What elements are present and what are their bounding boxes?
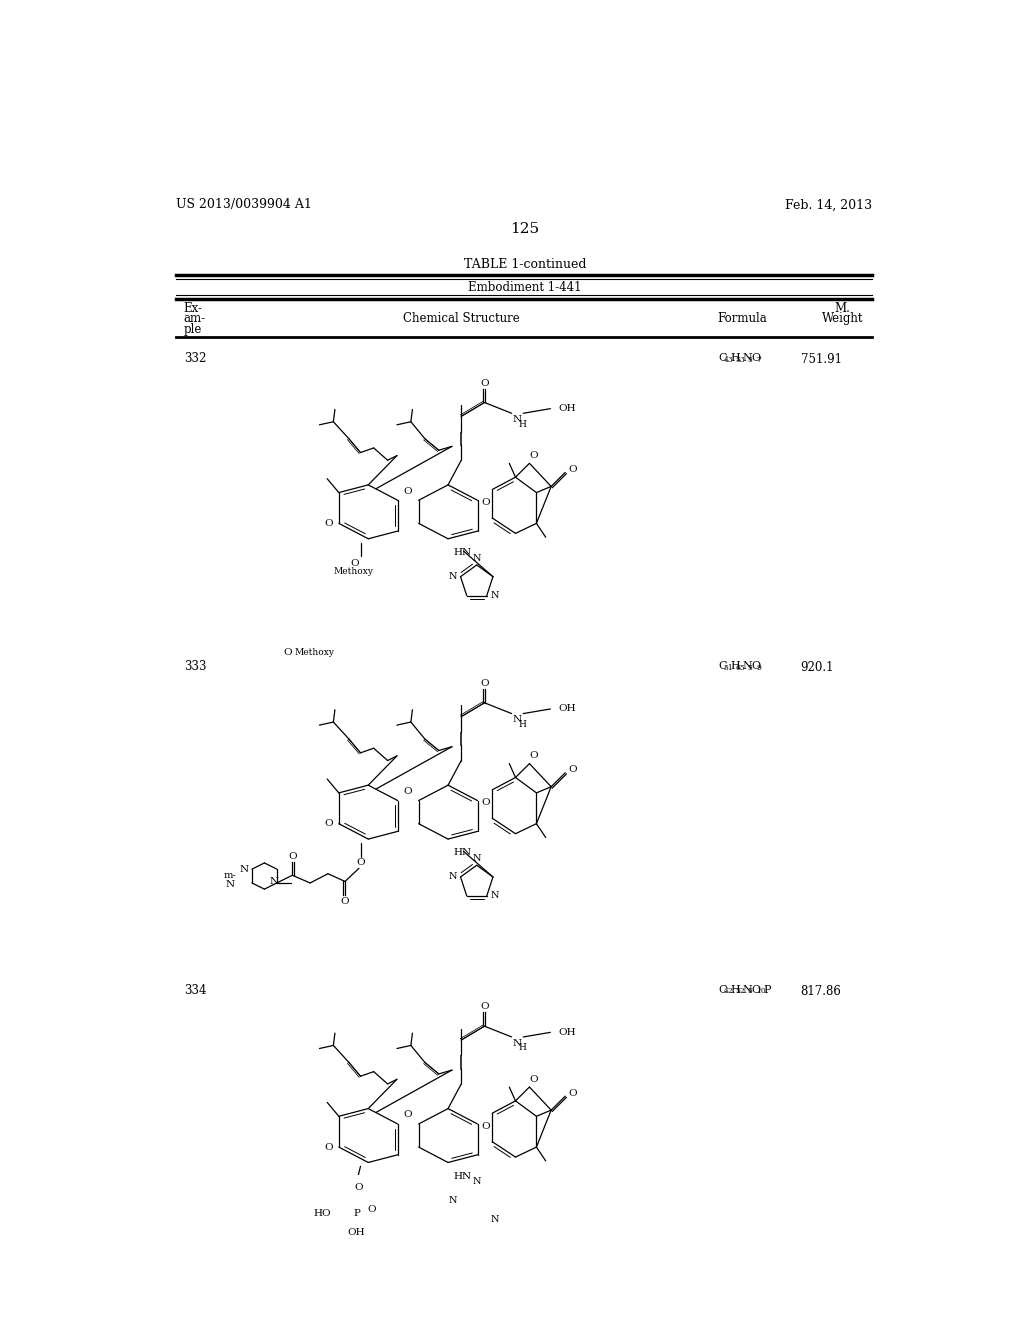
Text: Embodiment 1-441: Embodiment 1-441 (468, 281, 582, 294)
Text: 51: 51 (724, 664, 733, 672)
Text: HN: HN (454, 1172, 472, 1181)
Text: O: O (288, 853, 297, 861)
Text: C: C (719, 661, 727, 671)
Text: am-: am- (183, 313, 206, 326)
Text: O: O (752, 661, 761, 671)
Text: N: N (472, 1177, 481, 1187)
Text: 5: 5 (748, 987, 753, 995)
Text: Formula: Formula (717, 313, 767, 326)
Text: 751.91: 751.91 (801, 354, 842, 366)
Text: US 2013/0039904 A1: US 2013/0039904 A1 (176, 198, 312, 211)
Text: N: N (225, 880, 234, 888)
Text: OH: OH (348, 1228, 366, 1237)
Text: TABLE 1-continued: TABLE 1-continued (464, 259, 586, 272)
Text: Chemical Structure: Chemical Structure (402, 313, 519, 326)
Text: 42: 42 (724, 987, 733, 995)
Text: N: N (512, 715, 521, 725)
Text: 43: 43 (724, 355, 733, 363)
Text: O: O (529, 751, 538, 760)
Text: m-: m- (224, 871, 237, 879)
Text: H: H (730, 354, 740, 363)
Text: O: O (568, 1089, 578, 1098)
Text: HN: HN (454, 548, 472, 557)
Text: Feb. 14, 2013: Feb. 14, 2013 (784, 198, 872, 211)
Text: O: O (481, 498, 490, 507)
Text: O: O (480, 1002, 488, 1011)
Text: HN: HN (454, 849, 472, 858)
Text: O: O (341, 898, 349, 906)
Text: H: H (730, 661, 740, 671)
Text: O: O (752, 985, 761, 994)
Text: O: O (325, 820, 333, 828)
Text: ple: ple (183, 323, 202, 337)
Text: 10: 10 (757, 987, 766, 995)
Text: O: O (480, 379, 488, 388)
Text: N: N (490, 891, 499, 900)
Text: O: O (350, 558, 358, 568)
Text: N: N (449, 572, 457, 581)
Text: 125: 125 (510, 222, 540, 235)
Text: N: N (512, 414, 521, 424)
Text: N: N (449, 1196, 457, 1205)
Text: 53: 53 (735, 355, 745, 363)
Text: 52: 52 (735, 987, 745, 995)
Text: H: H (518, 719, 526, 729)
Text: N: N (240, 865, 249, 874)
Text: O: O (529, 1074, 538, 1084)
Text: N: N (512, 1039, 521, 1048)
Text: 920.1: 920.1 (801, 661, 835, 675)
Text: O: O (354, 1184, 364, 1192)
Text: O: O (481, 1122, 490, 1131)
Text: N: N (742, 985, 753, 994)
Text: N: N (449, 873, 457, 882)
Text: N: N (742, 354, 753, 363)
Text: P: P (764, 985, 771, 994)
Text: O: O (403, 787, 412, 796)
Text: M.: M. (835, 302, 851, 314)
Text: 334: 334 (183, 983, 206, 997)
Text: 5: 5 (748, 355, 753, 363)
Text: O: O (752, 354, 761, 363)
Text: O: O (325, 1143, 333, 1151)
Text: Methoxy: Methoxy (334, 568, 374, 577)
Text: O: O (283, 648, 292, 657)
Text: O: O (367, 1205, 376, 1214)
Text: 65: 65 (735, 664, 745, 672)
Text: C: C (719, 985, 727, 994)
Text: OH: OH (558, 1028, 575, 1036)
Text: O: O (480, 678, 488, 688)
Text: N: N (270, 876, 279, 886)
Text: Ex-: Ex- (183, 302, 203, 314)
Text: H: H (518, 420, 526, 429)
Text: 7: 7 (757, 355, 762, 363)
Text: OH: OH (558, 705, 575, 713)
Text: Weight: Weight (822, 313, 863, 326)
Text: HO: HO (313, 1209, 331, 1218)
Text: N: N (742, 661, 753, 671)
Text: 5: 5 (748, 664, 753, 672)
Text: O: O (568, 766, 578, 775)
Text: P: P (353, 1209, 360, 1218)
Text: O: O (529, 451, 538, 461)
Text: O: O (403, 1110, 412, 1119)
Text: 333: 333 (183, 660, 206, 673)
Text: O: O (481, 799, 490, 808)
Text: 9: 9 (757, 664, 762, 672)
Text: H: H (518, 1043, 526, 1052)
Text: H: H (730, 985, 740, 994)
Text: Methoxy: Methoxy (295, 648, 335, 657)
Text: 817.86: 817.86 (801, 985, 842, 998)
Text: O: O (356, 858, 365, 867)
Text: N: N (472, 854, 481, 863)
Text: OH: OH (558, 404, 575, 413)
Text: N: N (490, 591, 499, 601)
Text: 332: 332 (183, 352, 206, 366)
Text: O: O (325, 519, 333, 528)
Text: O: O (403, 487, 412, 495)
Text: C: C (719, 354, 727, 363)
Text: N: N (490, 1214, 499, 1224)
Text: O: O (568, 465, 578, 474)
Text: N: N (472, 553, 481, 562)
